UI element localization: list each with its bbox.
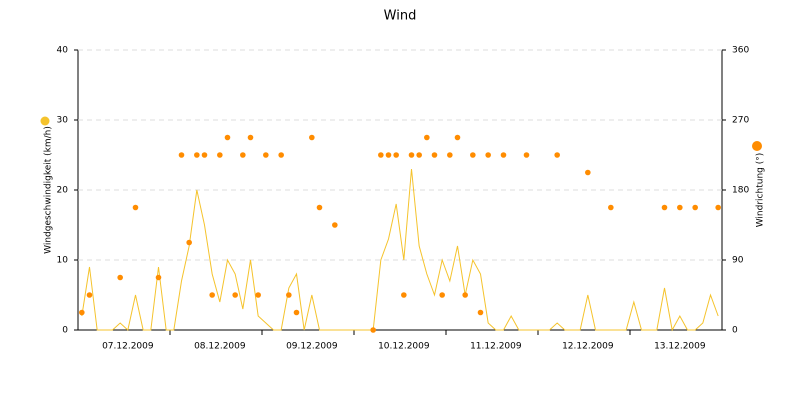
direction-point bbox=[278, 152, 284, 158]
y2-axis-title: Windrichtung (°) bbox=[756, 153, 766, 228]
direction-point bbox=[523, 152, 530, 158]
direction-point bbox=[661, 204, 668, 211]
y-axis-title: Windgeschwindigkeit (km/h) bbox=[44, 126, 54, 254]
y2-tick-label: 90 bbox=[732, 256, 744, 266]
direction-point bbox=[462, 292, 468, 298]
direction-point bbox=[416, 152, 422, 158]
y2-tick-label: 0 bbox=[732, 326, 738, 336]
y-tick-label: 40 bbox=[57, 46, 69, 56]
direction-point bbox=[393, 152, 399, 158]
direction-point bbox=[370, 327, 376, 333]
direction-point bbox=[485, 152, 491, 158]
x-tick-label: 07.12.2009 bbox=[102, 342, 154, 352]
legend-marker bbox=[752, 141, 762, 151]
chart-title: Wind bbox=[384, 9, 417, 24]
direction-point bbox=[447, 152, 453, 158]
direction-point bbox=[194, 152, 200, 158]
direction-point bbox=[500, 152, 507, 158]
x-tick-label: 11.12.2009 bbox=[470, 342, 522, 352]
direction-point bbox=[431, 152, 438, 158]
x-tick-label: 10.12.2009 bbox=[378, 342, 430, 352]
direction-point bbox=[677, 204, 683, 211]
speed-line bbox=[81, 168, 719, 332]
direction-point bbox=[608, 204, 614, 211]
direction-point bbox=[255, 292, 261, 298]
direction-point bbox=[401, 292, 407, 298]
direction-point bbox=[217, 152, 223, 158]
direction-point bbox=[454, 134, 461, 141]
direction-point bbox=[132, 204, 139, 211]
direction-point bbox=[263, 152, 269, 158]
direction-point bbox=[155, 274, 162, 281]
direction-point bbox=[470, 152, 476, 158]
direction-point bbox=[477, 309, 484, 316]
direction-point bbox=[224, 134, 231, 141]
direction-point bbox=[86, 292, 93, 298]
direction-point bbox=[715, 204, 721, 211]
y-tick-label: 30 bbox=[57, 116, 69, 126]
direction-point bbox=[79, 309, 85, 316]
y-tick-label: 0 bbox=[62, 326, 68, 336]
direction-point bbox=[554, 152, 560, 158]
direction-point bbox=[692, 204, 698, 211]
direction-point bbox=[186, 239, 192, 246]
direction-point bbox=[439, 292, 445, 298]
direction-point bbox=[117, 274, 123, 281]
direction-point bbox=[385, 152, 392, 158]
y2-tick-label: 270 bbox=[732, 116, 749, 126]
direction-point bbox=[201, 152, 208, 158]
x-tick-label: 08.12.2009 bbox=[194, 342, 246, 352]
direction-point bbox=[240, 152, 246, 158]
y2-tick-label: 180 bbox=[732, 186, 749, 196]
x-tick-label: 13.12.2009 bbox=[654, 342, 706, 352]
y2-tick-label: 360 bbox=[732, 46, 749, 56]
direction-point bbox=[408, 152, 415, 158]
x-tick-label: 12.12.2009 bbox=[562, 342, 614, 352]
direction-point bbox=[309, 134, 315, 141]
direction-point bbox=[286, 292, 292, 298]
direction-point bbox=[209, 292, 215, 298]
y-tick-label: 10 bbox=[57, 256, 69, 266]
direction-point bbox=[247, 134, 254, 141]
direction-point bbox=[178, 152, 185, 158]
x-tick-label: 09.12.2009 bbox=[286, 342, 338, 352]
direction-point bbox=[232, 292, 238, 298]
direction-point bbox=[293, 309, 300, 316]
direction-point bbox=[316, 204, 323, 211]
y-tick-label: 20 bbox=[57, 186, 69, 196]
legend-marker bbox=[40, 116, 50, 126]
direction-point bbox=[332, 222, 338, 228]
direction-point bbox=[585, 169, 591, 176]
direction-point bbox=[424, 134, 430, 141]
direction-point bbox=[378, 152, 384, 158]
